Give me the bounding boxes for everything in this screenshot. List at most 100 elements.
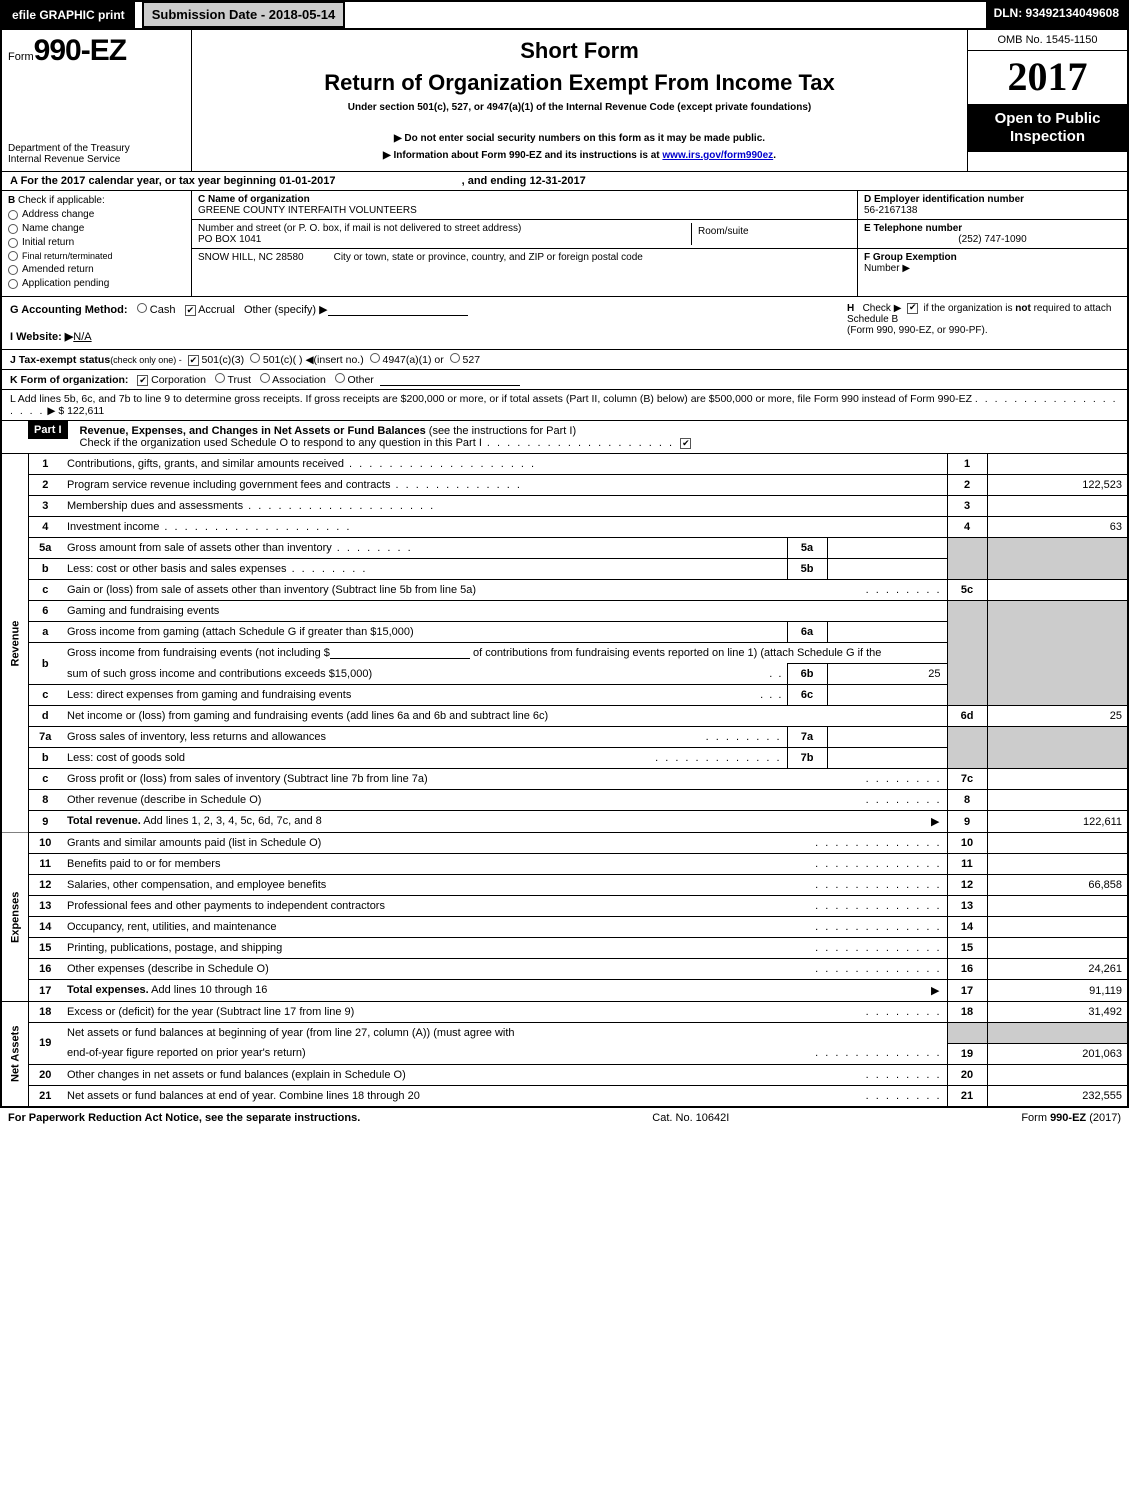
- ln: 14: [28, 917, 62, 938]
- k-other-fill[interactable]: [380, 374, 520, 386]
- checkbox-accrual[interactable]: [185, 305, 196, 316]
- desc: Less: cost or other basis and sales expe…: [67, 563, 367, 575]
- instr-link[interactable]: www.irs.gov/form990ez: [662, 150, 773, 161]
- desc: Total revenue.: [67, 815, 141, 827]
- h-not: not: [1015, 303, 1031, 314]
- checkbox-part1[interactable]: [680, 438, 691, 449]
- checkbox-501c3[interactable]: [188, 355, 199, 366]
- c-name-row: C Name of organization GREENE COUNTY INT…: [192, 191, 857, 220]
- section-b: B Check if applicable: Address change Na…: [2, 191, 1127, 297]
- form-prefix: Form: [8, 51, 34, 63]
- sub-num: 6c: [787, 685, 827, 706]
- radio-icon[interactable]: [260, 373, 270, 383]
- desc: Gain or (loss) from sale of assets other…: [67, 584, 476, 596]
- val: [987, 790, 1127, 811]
- chk-amended-return[interactable]: Amended return: [8, 264, 185, 275]
- sub-num: 6b: [787, 664, 827, 685]
- header-row: Form990-EZ Department of the Treasury In…: [2, 30, 1127, 172]
- k-o1: Corporation: [151, 374, 206, 386]
- num: 16: [947, 959, 987, 980]
- line-5c: c Gain or (loss) from sale of assets oth…: [2, 580, 1127, 601]
- k-o2: Trust: [227, 374, 251, 386]
- shaded-cell: [947, 1023, 987, 1044]
- desc: Program service revenue including govern…: [67, 479, 522, 491]
- radio-icon: [8, 210, 18, 220]
- topbar-left: efile GRAPHIC print Submission Date - 20…: [2, 2, 345, 28]
- shaded-cell: [987, 601, 1127, 706]
- g-other-fill[interactable]: [328, 304, 468, 316]
- chk-address-change[interactable]: Address change: [8, 209, 185, 220]
- opt-name-change: Name change: [22, 223, 84, 234]
- ln: 8: [28, 790, 62, 811]
- line-3: 3 Membership dues and assessments 3: [2, 496, 1127, 517]
- num: 1: [947, 454, 987, 475]
- desc: Gross profit or (loss) from sales of inv…: [67, 773, 428, 785]
- num: 20: [947, 1064, 987, 1085]
- desc: Investment income: [67, 521, 351, 533]
- row-a: A For the 2017 calendar year, or tax yea…: [2, 172, 1127, 191]
- line-11: 11 Benefits paid to or for members 11: [2, 854, 1127, 875]
- e-label: E Telephone number: [864, 223, 962, 234]
- radio-icon[interactable]: [450, 353, 460, 363]
- h-text1: Check ▶: [863, 303, 902, 314]
- desc: Net assets or fund balances at end of ye…: [67, 1090, 420, 1102]
- fundraising-amount-fill[interactable]: [330, 647, 470, 659]
- row-j: J Tax-exempt status(check only one) - 50…: [2, 350, 1127, 370]
- row-h: H Check ▶ if the organization is not req…: [839, 303, 1119, 343]
- under-section: Under section 501(c), 527, or 4947(a)(1)…: [202, 102, 957, 113]
- val: 25: [987, 706, 1127, 727]
- sub-num: 5a: [787, 538, 827, 559]
- dept-irs: Internal Revenue Service: [8, 154, 185, 165]
- num: 15: [947, 938, 987, 959]
- checkbox-corporation[interactable]: [137, 375, 148, 386]
- chk-final-return[interactable]: Final return/terminated: [8, 251, 185, 261]
- d-value: 56-2167138: [864, 205, 1121, 216]
- ln: c: [28, 769, 62, 790]
- desc: Excess or (deficit) for the year (Subtra…: [67, 1006, 354, 1018]
- footer-right: Form 990-EZ (2017): [1021, 1112, 1121, 1124]
- radio-icon[interactable]: [335, 373, 345, 383]
- opt-final-return: Final return/terminated: [22, 251, 113, 261]
- chk-initial-return[interactable]: Initial return: [8, 237, 185, 248]
- k-label: K Form of organization:: [10, 374, 128, 386]
- num: 13: [947, 896, 987, 917]
- val: [987, 896, 1127, 917]
- num: 8: [947, 790, 987, 811]
- num: 10: [947, 833, 987, 854]
- desc: Benefits paid to or for members: [67, 858, 220, 870]
- ln: 11: [28, 854, 62, 875]
- radio-icon[interactable]: [215, 373, 225, 383]
- part1-label: Part I: [28, 421, 68, 439]
- line-19-1: 19 Net assets or fund balances at beginn…: [2, 1023, 1127, 1044]
- sub-val: [827, 559, 947, 580]
- num: 19: [947, 1043, 987, 1064]
- d-label: D Employer identification number: [864, 194, 1024, 205]
- city-label: City or town, state or province, country…: [334, 252, 643, 263]
- desc: Professional fees and other payments to …: [67, 900, 385, 912]
- instr-1: ▶ Do not enter social security numbers o…: [202, 133, 957, 144]
- g-label: G Accounting Method:: [10, 304, 128, 316]
- num: 9: [947, 811, 987, 833]
- sub-num: 7a: [787, 727, 827, 748]
- col-b-right: D Employer identification number 56-2167…: [857, 191, 1127, 296]
- line-19-2: end-of-year figure reported on prior yea…: [2, 1043, 1127, 1064]
- section-expenses: Expenses: [2, 833, 28, 1002]
- radio-icon[interactable]: [137, 303, 147, 313]
- line-8: 8 Other revenue (describe in Schedule O)…: [2, 790, 1127, 811]
- chk-application-pending[interactable]: Application pending: [8, 278, 185, 289]
- val: 201,063: [987, 1043, 1127, 1064]
- part1-header-row: Part I Revenue, Expenses, and Changes in…: [2, 421, 1127, 454]
- topbar: efile GRAPHIC print Submission Date - 20…: [2, 2, 1127, 30]
- f-label: F Group Exemption: [864, 252, 957, 263]
- d-row: D Employer identification number 56-2167…: [858, 191, 1127, 220]
- opt-initial-return: Initial return: [22, 237, 74, 248]
- opt-address-change: Address change: [22, 209, 94, 220]
- sub-num: 5b: [787, 559, 827, 580]
- chk-name-change[interactable]: Name change: [8, 223, 185, 234]
- radio-icon[interactable]: [250, 353, 260, 363]
- radio-icon[interactable]: [370, 353, 380, 363]
- checkbox-h[interactable]: [907, 303, 918, 314]
- h-label: H: [847, 303, 854, 314]
- efile-print-button[interactable]: efile GRAPHIC print: [2, 2, 135, 28]
- city-row: SNOW HILL, NC 28580 City or town, state …: [192, 249, 857, 266]
